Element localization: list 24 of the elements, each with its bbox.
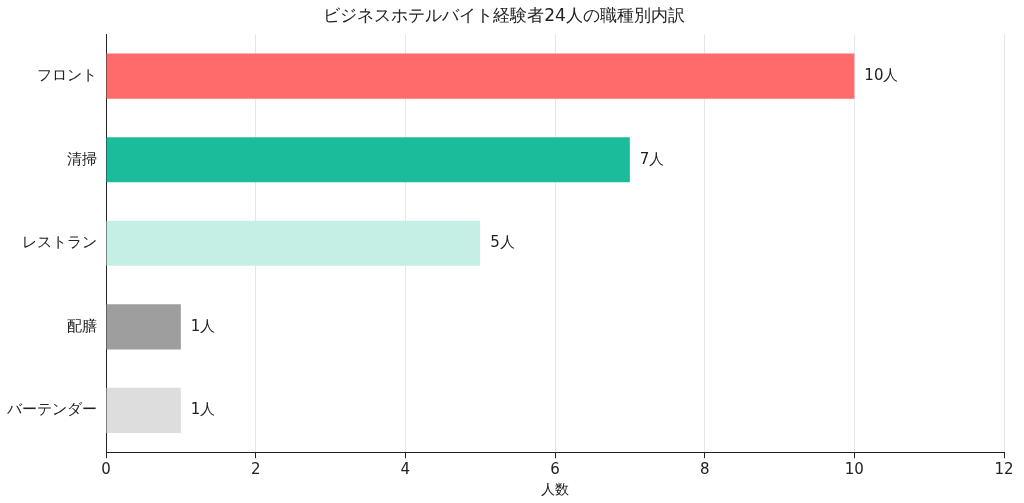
x-axis-title: 人数	[541, 481, 569, 498]
y-tick-label: レストラン	[22, 233, 97, 252]
y-tick-label: 配膳	[67, 316, 97, 335]
x-tick-label: 12	[994, 460, 1014, 479]
x-tick-label: 8	[699, 460, 710, 479]
bar	[106, 137, 630, 183]
x-tick-label: 6	[550, 460, 560, 479]
data-label: 5人	[490, 233, 515, 252]
x-tick-label: 0	[101, 460, 111, 479]
y-tick-label: バーテンダー	[6, 400, 97, 419]
bar	[106, 220, 481, 266]
bar	[106, 53, 855, 99]
data-label: 1人	[190, 316, 216, 335]
data-label: 7人	[639, 149, 665, 168]
chart-title: ビジネスホテルバイト経験者24人の職種別内訳	[323, 4, 685, 25]
bar	[106, 387, 181, 433]
data-label: 10人	[864, 66, 899, 85]
x-tick-label: 4	[400, 460, 411, 479]
x-tick-label: 10	[844, 460, 864, 479]
data-label: 1人	[190, 400, 216, 419]
y-tick-label: フロント	[37, 66, 97, 85]
y-tick-label: 清掃	[67, 149, 97, 168]
x-tick-label: 2	[250, 460, 261, 479]
bar	[106, 304, 181, 350]
